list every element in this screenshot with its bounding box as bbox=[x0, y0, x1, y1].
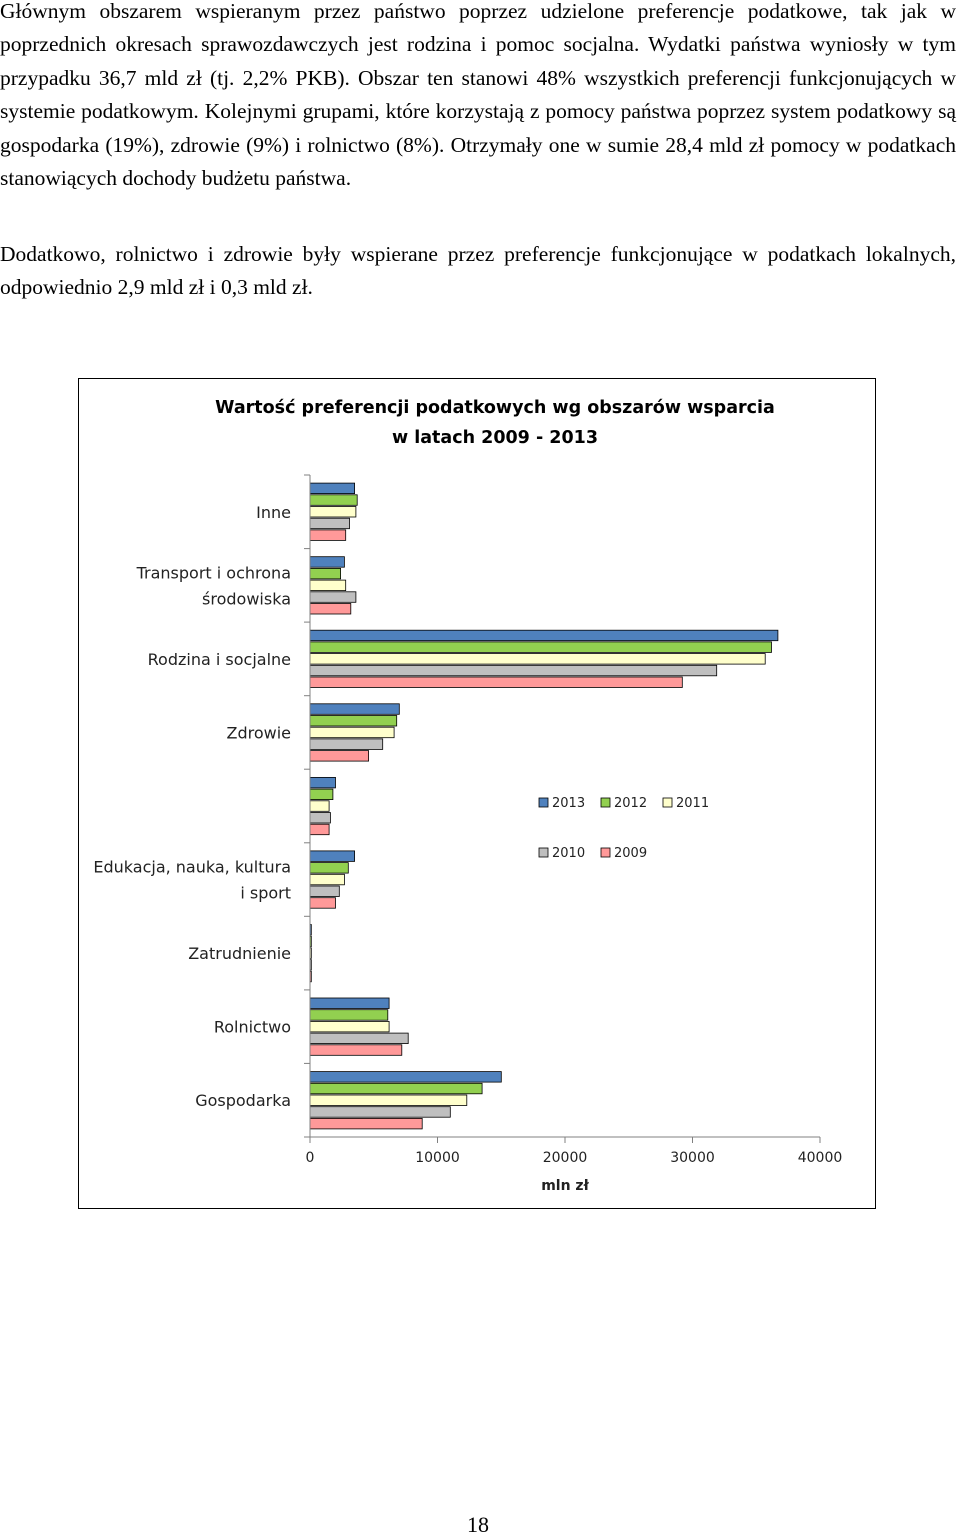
bar-2013-4 bbox=[309, 776, 336, 789]
chart-subtitle: w latach 2009 - 2013 bbox=[392, 428, 598, 448]
bar-2010-2 bbox=[309, 664, 718, 677]
bar-2010-4 bbox=[309, 812, 331, 824]
bar-2012-5 bbox=[309, 862, 349, 874]
bar-2009-7 bbox=[309, 1044, 403, 1056]
bar-2012-4 bbox=[309, 788, 334, 801]
bar-2013-2 bbox=[309, 629, 779, 642]
bar-2013-3 bbox=[309, 703, 400, 715]
category-label-8-0: Gospodarka bbox=[195, 1091, 291, 1110]
category-label-2-0: Rodzina i socjalne bbox=[148, 650, 291, 669]
bar-2012-7 bbox=[309, 1009, 389, 1021]
bar-2013-5 bbox=[309, 850, 355, 862]
legend-label-2012: 2012 bbox=[614, 796, 647, 811]
bar-2012-2 bbox=[309, 641, 772, 653]
bar-2013-0 bbox=[309, 482, 355, 494]
category-label-5-1: i sport bbox=[240, 884, 291, 903]
bar-2011-8 bbox=[309, 1094, 468, 1106]
bar-2011-1 bbox=[309, 579, 347, 592]
x-tick-label-0: 0 bbox=[306, 1150, 315, 1166]
bar-2013-8 bbox=[309, 1071, 502, 1083]
paragraph-2: Dodatkowo, rolnictwo i zdrowie były wspi… bbox=[0, 242, 956, 300]
category-label-0-0: Inne bbox=[256, 503, 291, 522]
x-tick-label-1: 10000 bbox=[415, 1150, 460, 1166]
chart-title: Wartość preferencji podatkowych wg obsza… bbox=[215, 398, 775, 418]
legend-label-2009: 2009 bbox=[614, 846, 647, 861]
bar-2013-7 bbox=[309, 997, 390, 1009]
legend-swatch-2011 bbox=[662, 797, 673, 808]
legend-swatch-2012 bbox=[600, 797, 611, 808]
legend-label-2011: 2011 bbox=[676, 796, 709, 811]
legend-swatch-2013 bbox=[538, 797, 549, 808]
x-tick-label-2: 20000 bbox=[543, 1150, 588, 1166]
bar-2012-0 bbox=[309, 494, 358, 506]
page-number: 18 bbox=[467, 1512, 489, 1537]
legend-label-2013: 2013 bbox=[552, 796, 585, 811]
bar-chart: Wartość preferencji podatkowych wg obsza… bbox=[93, 398, 843, 1194]
bar-2009-8 bbox=[309, 1118, 423, 1130]
x-axis-title: mln zł bbox=[541, 1178, 589, 1194]
x-tick-label-3: 30000 bbox=[670, 1150, 715, 1166]
bar-2009-3 bbox=[309, 750, 369, 762]
bar-2009-0 bbox=[309, 529, 347, 541]
bar-2012-1 bbox=[309, 567, 342, 580]
bar-2011-4 bbox=[309, 800, 330, 812]
legend-swatch-2010 bbox=[538, 847, 549, 858]
bar-2010-0 bbox=[309, 517, 350, 530]
bar-2012-8 bbox=[309, 1082, 483, 1095]
category-label-1-0: Transport i ochrona bbox=[136, 563, 291, 582]
category-label-6-0: Zatrudnienie bbox=[188, 944, 291, 963]
bar-2009-5 bbox=[309, 897, 336, 909]
bar-2009-1 bbox=[309, 603, 352, 615]
chart-frame: Wartość preferencji podatkowych wg obsza… bbox=[78, 378, 876, 1209]
paragraph-1: Głównym obszarem wspieranym przez państw… bbox=[0, 0, 956, 191]
category-label-1-1: środowiska bbox=[202, 589, 291, 608]
bar-2011-2 bbox=[309, 653, 766, 665]
bar-2012-3 bbox=[309, 715, 398, 727]
legend-label-2010: 2010 bbox=[552, 846, 585, 861]
bar-2009-4 bbox=[309, 823, 330, 836]
bar-2011-3 bbox=[309, 726, 395, 739]
x-tick-label-4: 40000 bbox=[798, 1150, 843, 1166]
bar-2013-1 bbox=[309, 556, 345, 568]
bar-2011-0 bbox=[309, 506, 357, 518]
bar-2011-7 bbox=[309, 1021, 390, 1033]
bar-2010-1 bbox=[309, 591, 357, 603]
bar-2010-5 bbox=[309, 885, 340, 897]
bar-2010-3 bbox=[309, 738, 384, 750]
bar-2009-2 bbox=[309, 676, 683, 688]
bar-2011-5 bbox=[309, 873, 345, 886]
category-label-3-0: Zdrowie bbox=[226, 723, 291, 742]
bar-2010-7 bbox=[309, 1032, 409, 1044]
bar-2010-8 bbox=[309, 1106, 451, 1118]
legend-swatch-2009 bbox=[600, 847, 611, 858]
category-label-5-0: Edukacja, nauka, kultura bbox=[93, 858, 291, 877]
category-label-7-0: Rolnictwo bbox=[214, 1018, 291, 1037]
